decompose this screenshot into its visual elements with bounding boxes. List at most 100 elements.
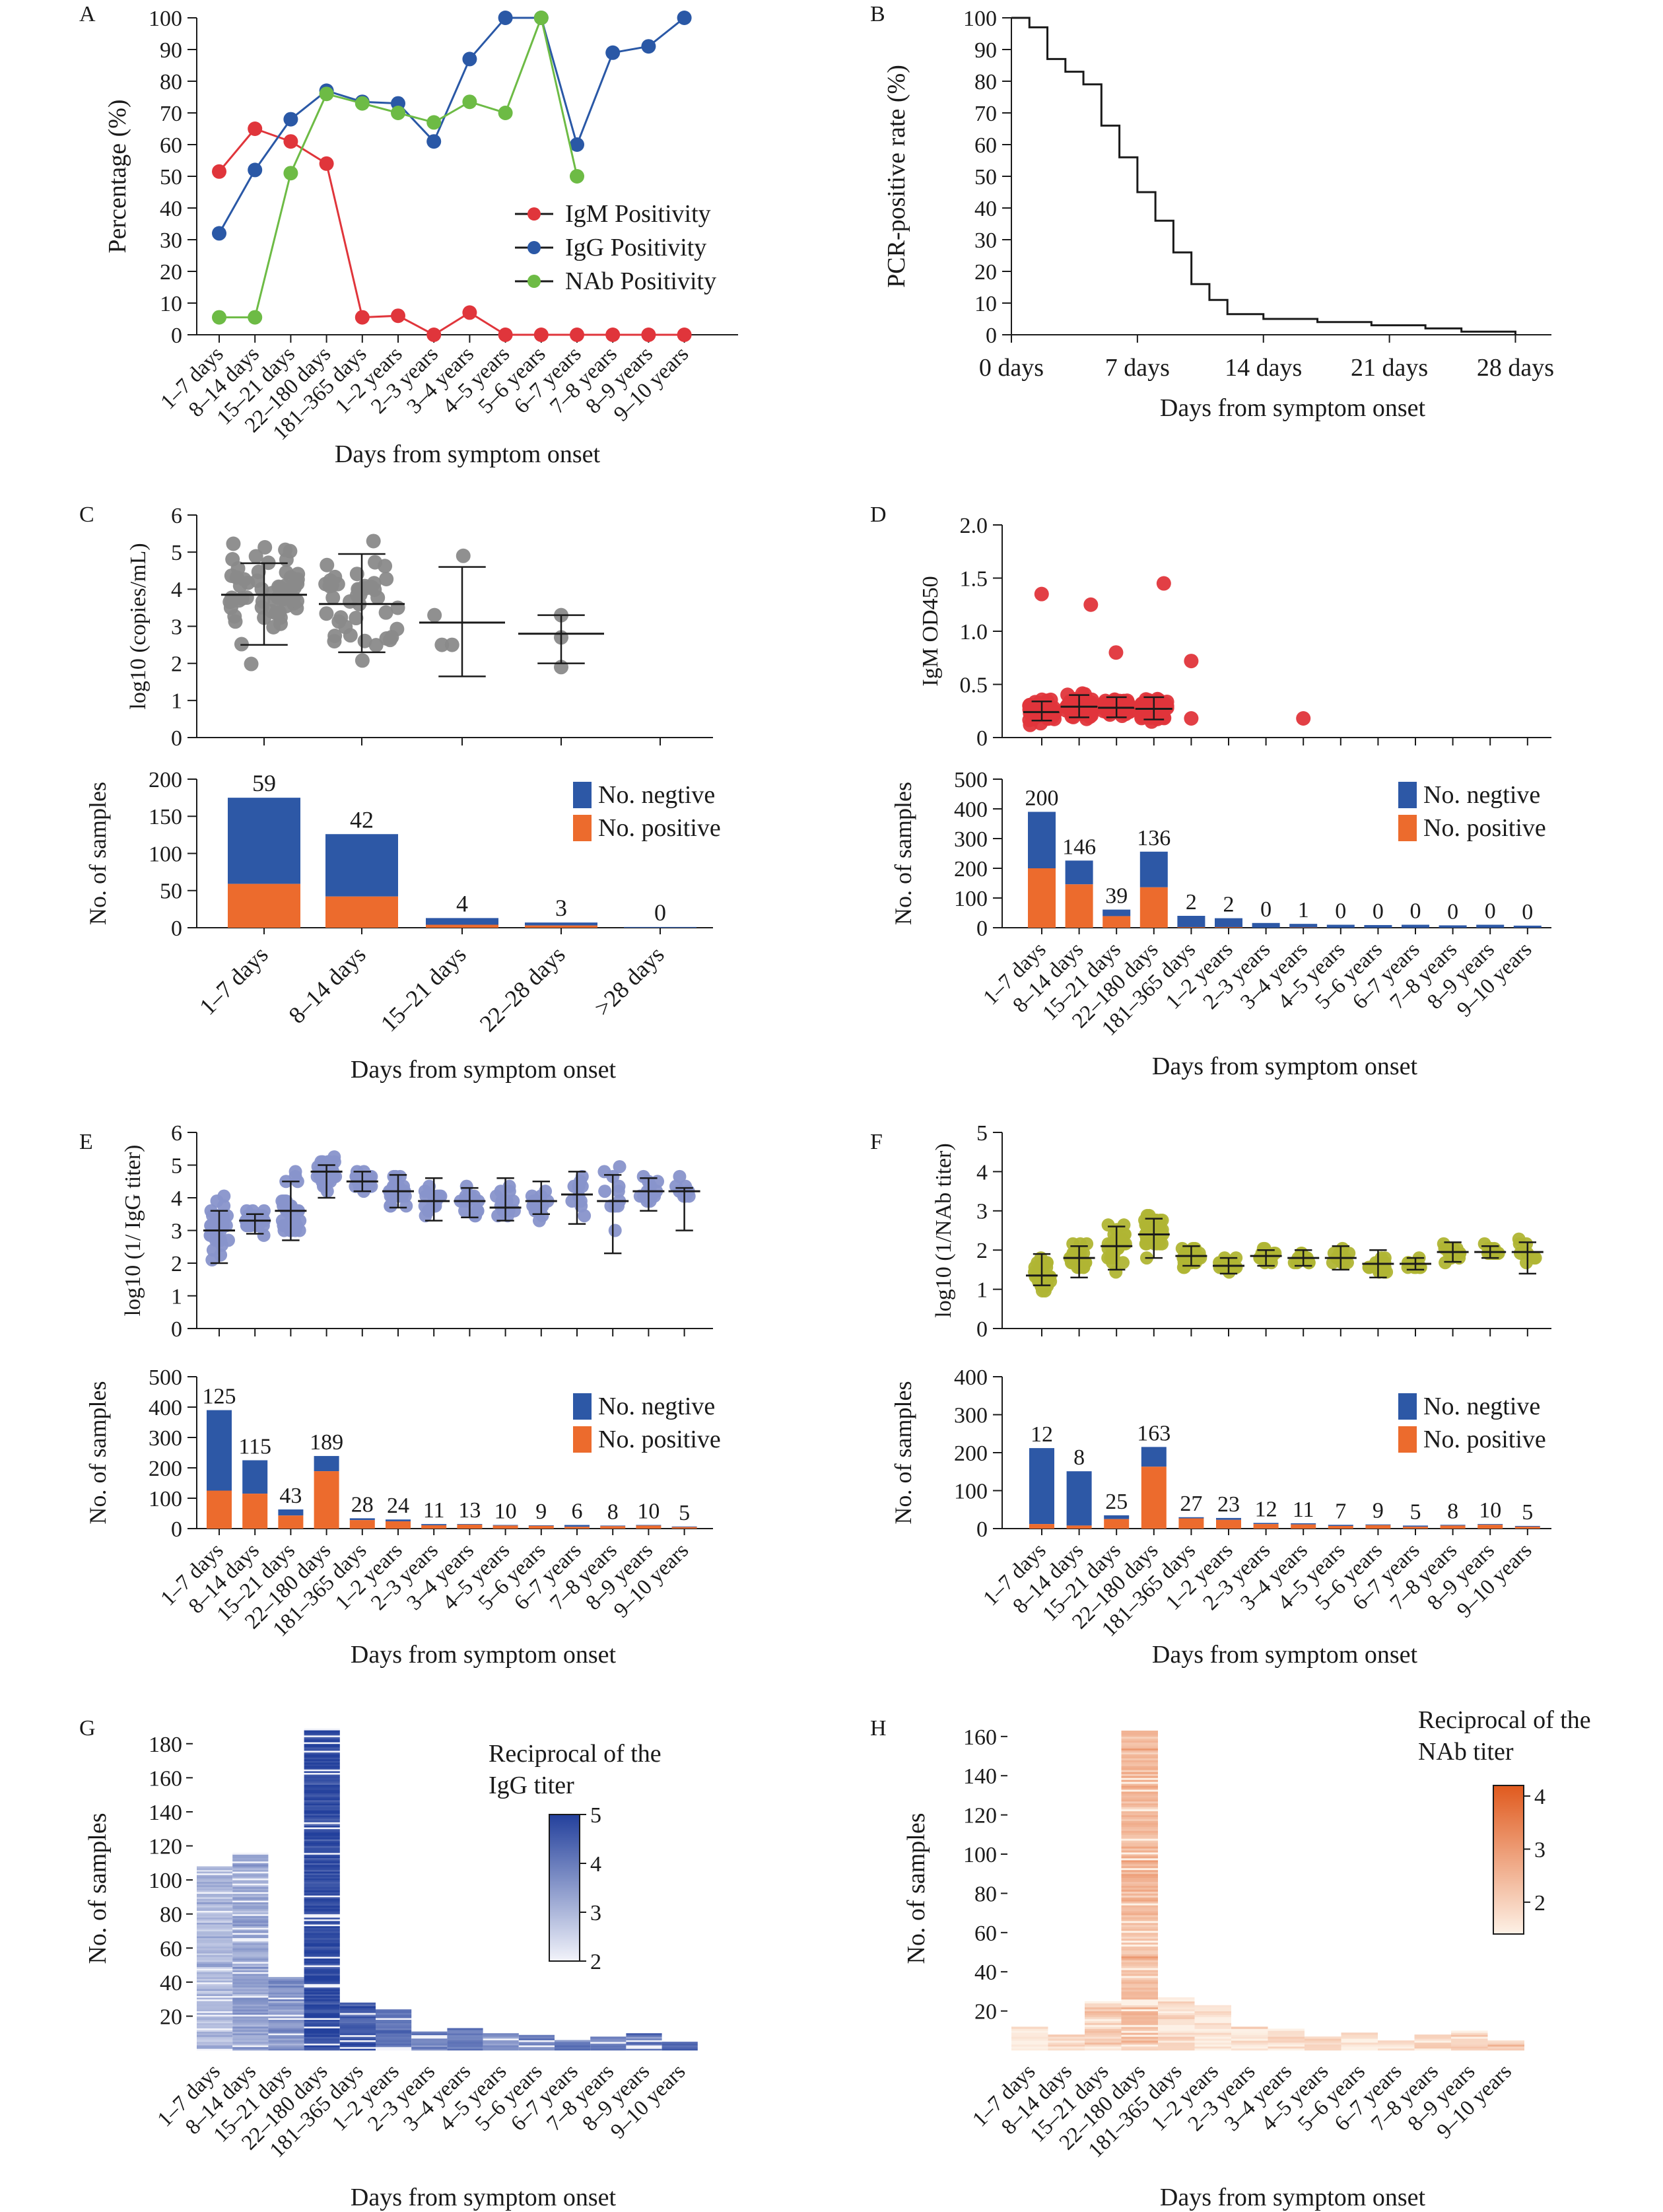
heatmap-cell — [197, 1948, 233, 1951]
scatter-point — [1120, 703, 1136, 718]
heatmap-cell — [1011, 2044, 1048, 2047]
x-tick-label: 0 days — [979, 354, 1044, 382]
bar-positive — [242, 1494, 268, 1529]
heatmap-cell — [1121, 1893, 1158, 1896]
heatmap-cell — [197, 1951, 233, 1954]
scatter-point — [267, 593, 283, 608]
heatmap-cell — [411, 2043, 448, 2046]
heatmap-cell — [1158, 2003, 1195, 2006]
heatmap-cell — [304, 1941, 340, 1943]
heatmap-cell — [339, 2046, 376, 2049]
heatmap-cell — [232, 1886, 269, 1889]
bar-positive — [1066, 1525, 1092, 1529]
heatmap-cell — [1085, 2021, 1122, 2023]
y-tick-label: 0 — [171, 1317, 182, 1342]
heatmap-cell — [232, 1936, 269, 1939]
heatmap-cell — [304, 1784, 340, 1787]
heatmap-cell — [304, 1934, 340, 1937]
heatmap-cell — [197, 1966, 233, 1969]
heatmap-cell — [1158, 2040, 1195, 2043]
bar-positive — [671, 1527, 697, 1529]
y-tick-label: 120 — [149, 1835, 182, 1859]
heatmap-cell — [1121, 2030, 1158, 2033]
heatmap-cell — [304, 1921, 340, 1923]
heatmap-cell — [197, 1904, 233, 1906]
heatmap-cell — [197, 1980, 233, 1983]
data-point — [641, 39, 656, 54]
heatmap-cell — [232, 2030, 269, 2032]
heatmap-cell — [555, 2045, 591, 2048]
heatmap-cell — [232, 2019, 269, 2022]
heatmap-cell — [1268, 2044, 1305, 2047]
scatter-point — [319, 606, 334, 621]
heatmap-cell — [268, 1977, 304, 1980]
heatmap-cell — [197, 2042, 233, 2044]
bar-negative — [1253, 1523, 1279, 1525]
heatmap-cell — [304, 1873, 340, 1875]
scatter-point — [427, 607, 442, 623]
y-tick-label: 150 — [149, 805, 182, 829]
heatmap-cell — [268, 1990, 304, 1993]
heatmap-cell — [197, 1945, 233, 1947]
heatmap-cell — [197, 1984, 233, 1986]
heatmap-cell — [1121, 1873, 1158, 1877]
heatmap-cell — [339, 2042, 376, 2044]
data-point — [498, 328, 513, 342]
heatmap-cell — [1121, 1997, 1158, 2000]
heatmap-cell — [1121, 1901, 1158, 1904]
heatmap-cell — [232, 1941, 269, 1943]
heatmap-cell — [304, 1883, 340, 1886]
heatmap-cell — [376, 2042, 412, 2044]
heatmap-cell — [1451, 2032, 1488, 2035]
heatmap-cell — [268, 1984, 304, 1986]
bar-positive — [636, 1525, 662, 1529]
scatter-point — [613, 1159, 627, 1173]
heatmap-cell — [1231, 2030, 1268, 2033]
x-axis-label: Days from symptom onset — [351, 2184, 617, 2211]
heatmap-cell — [1121, 1824, 1158, 1827]
x-tick-label: 1–7 days — [194, 941, 273, 1020]
bar-negative — [1065, 860, 1093, 885]
heatmap-cell — [1048, 2048, 1085, 2051]
data-point — [498, 106, 513, 120]
heatmap-cell — [339, 2004, 376, 2007]
bar-negative — [1289, 924, 1318, 928]
heatmap-cell — [232, 1965, 269, 1968]
scatter-point — [338, 619, 353, 635]
heatmap-cell — [197, 1997, 233, 2000]
bar-negative — [426, 918, 498, 925]
heatmap-cell — [232, 1871, 269, 1874]
heatmap-cell — [232, 1916, 269, 1918]
heatmap-cell — [1121, 1807, 1158, 1810]
data-point — [426, 328, 442, 342]
heatmap-cell — [304, 1828, 340, 1831]
heatmap-cell — [1268, 2036, 1305, 2039]
heatmap-cell — [1121, 2005, 1158, 2008]
heatmap-cell — [1341, 2040, 1378, 2043]
heatmap-cell — [197, 1876, 233, 1879]
scatter-point — [1098, 693, 1113, 709]
heatmap-cell — [232, 1945, 269, 1947]
heatmap-cell — [1451, 2030, 1488, 2033]
scatter-point — [578, 1209, 592, 1223]
heatmap-cell — [590, 2048, 627, 2051]
heatmap-cell — [197, 1965, 233, 1968]
heatmap-cell — [411, 2034, 448, 2037]
heatmap-cell — [1158, 2015, 1195, 2017]
heatmap-cell — [483, 2036, 519, 2039]
x-axis-label: Days from symptom onset — [351, 1056, 617, 1084]
heatmap-cell — [304, 1866, 340, 1869]
heatmap-cell — [304, 1878, 340, 1881]
heatmap-cell — [1121, 1736, 1158, 1739]
heatmap-cell — [1268, 2046, 1305, 2049]
heatmap-cell — [1121, 2024, 1158, 2027]
heatmap-cell — [268, 2034, 304, 2037]
heatmap-cell — [232, 1963, 269, 1966]
heatmap-cell — [1085, 2044, 1122, 2047]
bar-value-label: 0 — [1335, 899, 1346, 924]
y-tick-label: 20 — [974, 260, 997, 285]
heatmap-cell — [232, 1895, 269, 1898]
heatmap-cell — [304, 1953, 340, 1955]
heatmap-cell — [304, 1910, 340, 1913]
data-point — [533, 328, 549, 342]
